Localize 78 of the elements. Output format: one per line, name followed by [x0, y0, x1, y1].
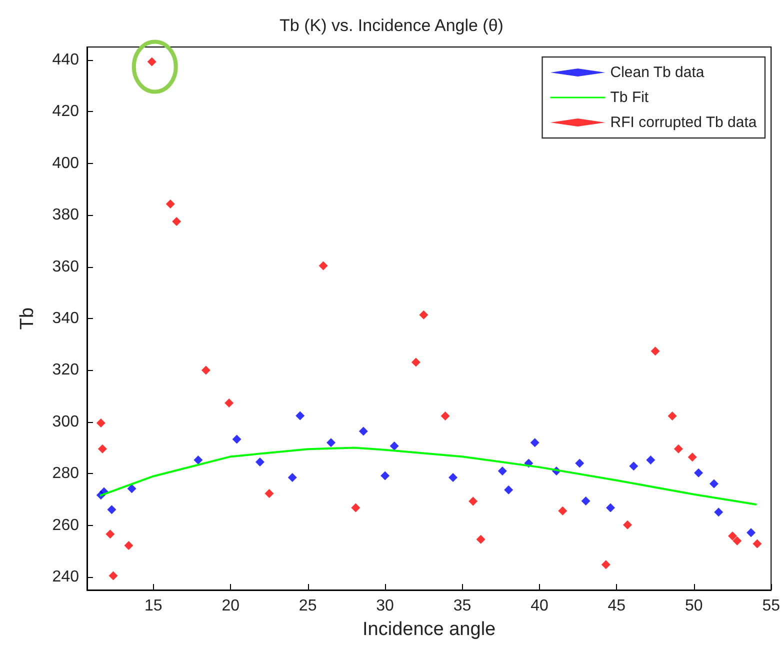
- point: [318, 261, 328, 270]
- y-tick-label: 240: [52, 568, 80, 586]
- y-tick-label: 260: [52, 516, 80, 534]
- x-tick-label: 55: [762, 598, 780, 614]
- point: [108, 571, 118, 580]
- point: [201, 366, 210, 375]
- point: [646, 455, 656, 464]
- point: [106, 530, 115, 539]
- point: [172, 217, 182, 226]
- y-tick-label: 320: [52, 362, 80, 379]
- point: [622, 520, 632, 530]
- point: [351, 503, 360, 512]
- point: [358, 426, 368, 436]
- y-tick-label: 440: [52, 51, 80, 68]
- point: [166, 199, 175, 208]
- point: [127, 484, 136, 494]
- point: [714, 508, 724, 517]
- point: [147, 57, 156, 66]
- point: [468, 496, 478, 506]
- point: [728, 531, 737, 540]
- point: [264, 489, 274, 498]
- legend-label: Tb Fit: [610, 89, 650, 106]
- x-tick-label: 25: [298, 598, 317, 614]
- point: [498, 466, 507, 476]
- x-tick-label: 45: [608, 598, 626, 614]
- point: [752, 539, 762, 548]
- point: [668, 411, 677, 420]
- point: [746, 528, 756, 538]
- x-tick-label: 40: [530, 598, 548, 614]
- legend-label: Clean Tb data: [610, 64, 705, 81]
- point: [650, 346, 660, 356]
- point: [326, 438, 336, 448]
- point: [107, 505, 116, 514]
- point: [224, 398, 234, 408]
- point: [232, 434, 242, 444]
- point: [194, 455, 203, 464]
- point: [581, 496, 590, 506]
- x-tick-label: 50: [684, 598, 703, 614]
- x-tick-label: 30: [376, 598, 394, 614]
- point: [390, 441, 399, 450]
- chart-title: Tb (K) vs. Incidence Angle (θ): [280, 16, 504, 35]
- y-tick-label: 380: [52, 206, 80, 224]
- point: [601, 560, 610, 570]
- y-tick-label: 300: [52, 413, 80, 430]
- point: [674, 444, 683, 454]
- point: [380, 471, 390, 480]
- point: [606, 503, 615, 512]
- x-axis-title: Incidence angle: [362, 619, 496, 640]
- point: [688, 452, 697, 462]
- point: [255, 458, 264, 467]
- point: [530, 438, 540, 448]
- point: [558, 506, 568, 516]
- point: [288, 473, 297, 482]
- point: [504, 485, 514, 494]
- legend-label: RFI corrupted Tb data: [610, 114, 758, 131]
- point: [709, 479, 718, 488]
- y-tick-label: 400: [52, 154, 80, 172]
- point: [629, 462, 638, 471]
- point: [296, 411, 305, 420]
- point: [98, 444, 107, 454]
- point: [694, 468, 704, 478]
- point: [732, 536, 742, 546]
- point: [575, 458, 584, 468]
- y-axis-title: Tb: [17, 307, 38, 330]
- x-tick-label: 15: [144, 598, 162, 614]
- y-tick-label: 420: [52, 103, 80, 120]
- y-tick-label: 340: [52, 310, 80, 327]
- point: [476, 534, 486, 544]
- point: [96, 418, 106, 428]
- x-tick-label: 20: [222, 598, 240, 614]
- point: [440, 411, 450, 420]
- y-tick-label: 360: [52, 258, 80, 276]
- point: [448, 473, 458, 482]
- point: [419, 310, 428, 320]
- x-tick-label: 35: [453, 598, 472, 614]
- point: [411, 358, 420, 367]
- y-tick-label: 280: [52, 465, 80, 482]
- point: [124, 541, 134, 550]
